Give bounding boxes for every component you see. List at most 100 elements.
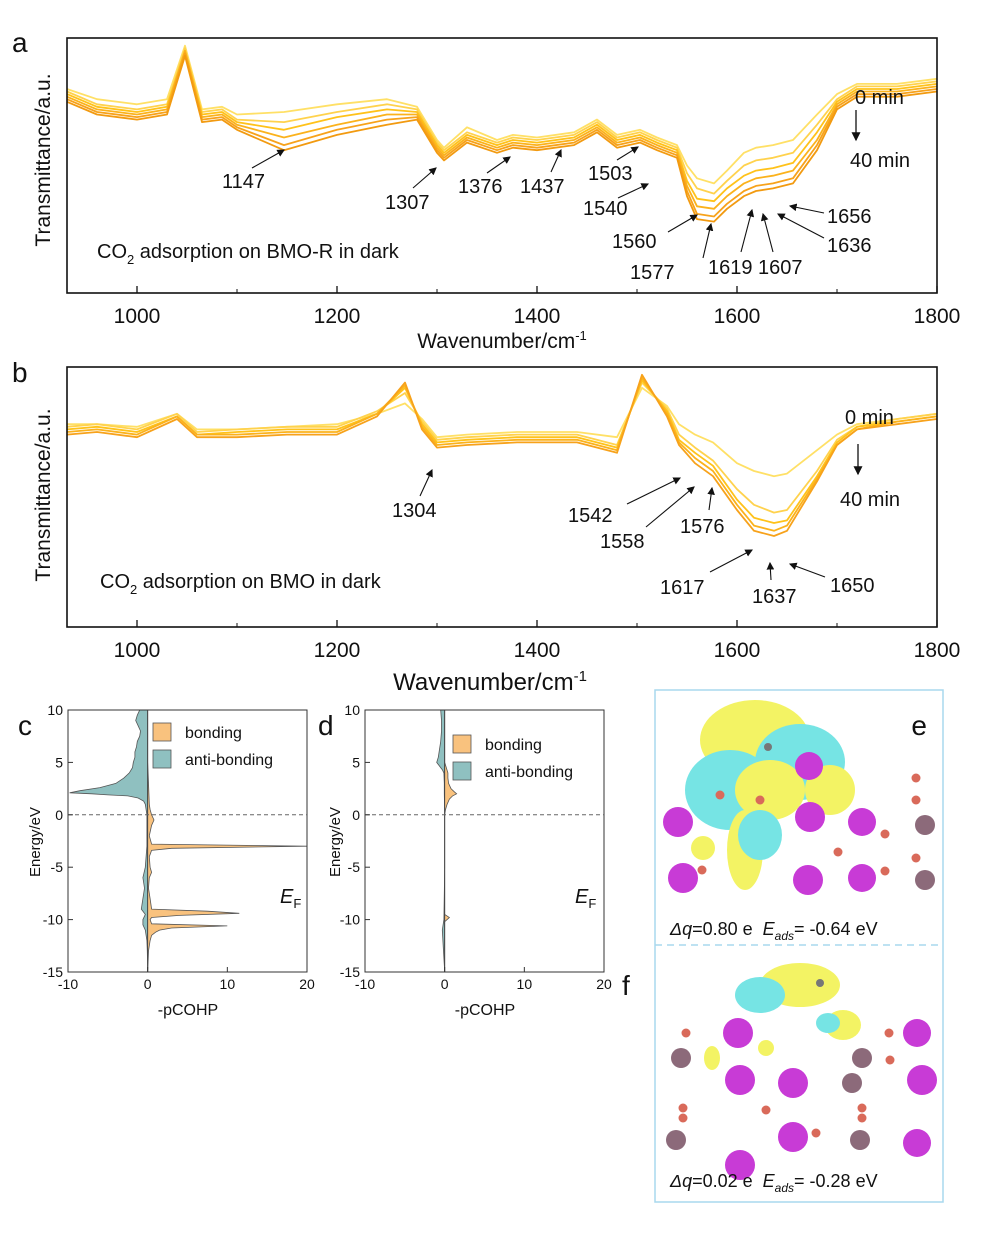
bonding-area	[444, 709, 458, 973]
x-tick-label: 1000	[114, 305, 161, 328]
o-atom	[911, 853, 921, 863]
peak-label: 1542	[568, 505, 613, 527]
x-tick-label: 1800	[914, 639, 961, 662]
x-tick-label: 1600	[714, 305, 761, 328]
peak-label: 1650	[830, 575, 875, 597]
o-atom	[880, 829, 890, 839]
spectrum-line	[66, 49, 938, 210]
bi-atom	[907, 1065, 937, 1095]
panel-b-letter: b	[12, 357, 28, 388]
spectrum-line	[66, 52, 938, 218]
panel-a-time-end: 40 min	[850, 150, 910, 172]
y-tick-label: 10	[344, 702, 360, 718]
x-tick-label: 1000	[114, 639, 161, 662]
y-tick-label: -10	[340, 912, 360, 928]
legend-swatch-bonding	[452, 734, 472, 754]
o-atom	[681, 1028, 691, 1038]
x-tick-label: -10	[58, 976, 78, 992]
mo-atom	[671, 1048, 691, 1068]
bi-atom	[668, 863, 698, 893]
peak-label: 1437	[520, 176, 565, 198]
y-tick-label: -15	[43, 964, 63, 980]
spectrum-line	[66, 373, 938, 537]
spectrum-line	[66, 379, 938, 524]
panel-e-charge-density	[685, 700, 855, 890]
bonding-area	[147, 709, 308, 973]
panel-c-legend: bonding anti-bonding	[152, 722, 273, 769]
peak-label: 1147	[222, 171, 265, 193]
panel-b-time-start: 0 min	[845, 407, 894, 429]
panel-e-values: Δq=0.80 e Eads= -0.64 eV	[669, 919, 878, 943]
mo-atom	[915, 870, 935, 890]
peak-label: 1656	[827, 206, 872, 228]
panel-a-xticks: 1000 1200 1400 1600 1800	[114, 286, 960, 328]
panel-f-atoms	[666, 979, 937, 1180]
o-atom	[755, 795, 765, 805]
legend-label-bonding: bonding	[185, 725, 242, 742]
y-tick-label: 5	[55, 754, 63, 770]
o-atom	[678, 1113, 688, 1123]
y-tick-label: 0	[352, 807, 360, 823]
peak-label: 1560	[612, 231, 657, 253]
panel-a-curves	[66, 44, 938, 223]
panel-f-values: Δq=0.02 e Eads= -0.28 eV	[669, 1171, 878, 1195]
panel-b-peak-arrows	[419, 469, 826, 581]
panel-c-letter: c	[18, 710, 32, 741]
panel-d-xlabel: -pCOHP	[455, 1002, 515, 1019]
bi-atom	[848, 808, 876, 836]
y-tick-label: -5	[348, 859, 361, 875]
bi-atom	[903, 1019, 931, 1047]
x-tick-label: 20	[596, 976, 612, 992]
spectrum-line	[66, 47, 938, 195]
panel-b-ylabel: Transmittance/a.u.	[32, 408, 55, 581]
mo-atom	[915, 815, 935, 835]
legend-label-bonding: bonding	[485, 737, 542, 754]
panel-d-ylabel: Energy/eV	[327, 807, 344, 877]
peak-label: 1577	[630, 262, 675, 284]
spectrum-line	[66, 376, 938, 532]
bi-atom	[903, 1129, 931, 1157]
panel-c-ylabel: Energy/eV	[27, 807, 44, 877]
legend-label-antibonding: anti-bonding	[485, 764, 573, 781]
o-atom	[885, 1055, 895, 1065]
mo-atom	[852, 1048, 872, 1068]
antibonding-area	[436, 709, 446, 973]
panel-d-fermi-label: EF	[575, 886, 596, 911]
panel-a-frame	[66, 37, 938, 294]
panel-b-xticks: 1000 1200 1400 1600 1800	[114, 620, 961, 662]
bi-atom	[778, 1068, 808, 1098]
peak-label: 1617	[660, 577, 705, 599]
bi-atom	[795, 802, 825, 832]
x-tick-label: 10	[517, 976, 533, 992]
x-tick-label: 1200	[314, 305, 361, 328]
peak-label: 1619	[708, 257, 753, 279]
bi-atom	[723, 1018, 753, 1048]
panel-c-frame	[67, 709, 308, 973]
x-tick-label: 1400	[514, 639, 561, 662]
panel-a-time-start: 0 min	[855, 87, 904, 109]
x-tick-label: 0	[144, 976, 152, 992]
o-atom	[857, 1103, 867, 1113]
legend-swatch-bonding	[152, 722, 172, 742]
panel-d-frame	[364, 709, 605, 973]
panel-c-xlabel: -pCOHP	[158, 1002, 218, 1019]
spectrum-line	[66, 381, 938, 514]
spectrum-line	[66, 44, 938, 185]
o-atom	[678, 1103, 688, 1113]
legend-swatch-antibonding	[452, 761, 472, 781]
bi-atom	[848, 864, 876, 892]
panel-a-annotation: CO2 adsorption on BMO-R in dark	[97, 241, 400, 267]
peak-label: 1307	[385, 192, 430, 214]
panel-a-xlabel: Wavenumber/cm-1	[417, 328, 587, 353]
bi-atom	[778, 1122, 808, 1152]
panel-a-peak-arrows	[251, 146, 825, 259]
y-tick-label: -5	[51, 859, 64, 875]
panel-c-fermi-label: EF	[280, 886, 301, 911]
peak-label: 1637	[752, 586, 797, 608]
bi-atom	[725, 1150, 755, 1180]
